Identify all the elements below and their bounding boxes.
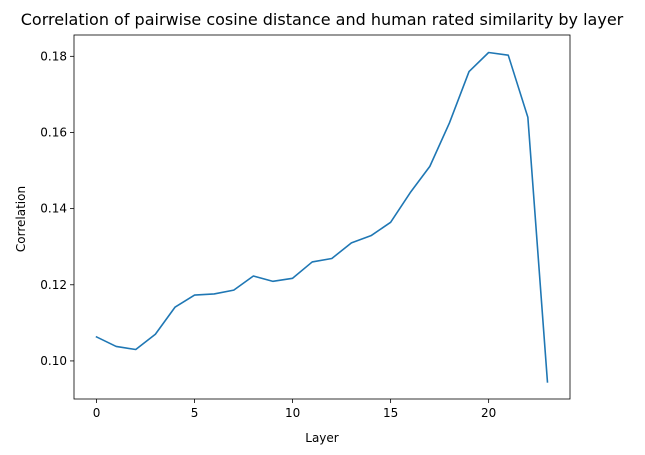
x-tick-label: 10 bbox=[285, 406, 300, 420]
x-tick-label: 5 bbox=[191, 406, 199, 420]
y-axis: 0.10 0.12 0.14 0.16 0.18 bbox=[40, 49, 74, 368]
y-tick-label: 0.12 bbox=[40, 278, 67, 292]
plot-area bbox=[95, 51, 549, 383]
x-tick-label: 0 bbox=[93, 406, 101, 420]
y-tick-label: 0.18 bbox=[40, 49, 67, 63]
x-tick-label: 15 bbox=[383, 406, 398, 420]
y-tick-label: 0.10 bbox=[40, 354, 67, 368]
series-line bbox=[95, 51, 549, 383]
x-tick-label: 20 bbox=[481, 406, 496, 420]
x-axis-label: Layer bbox=[305, 431, 339, 445]
x-axis: 0 5 10 15 20 bbox=[93, 399, 496, 420]
y-tick-label: 0.16 bbox=[40, 125, 67, 139]
chart-title: Correlation of pairwise cosine distance … bbox=[21, 10, 624, 29]
y-axis-label: Correlation bbox=[14, 186, 28, 252]
y-tick-label: 0.14 bbox=[40, 202, 67, 216]
plot-frame bbox=[73, 34, 571, 400]
